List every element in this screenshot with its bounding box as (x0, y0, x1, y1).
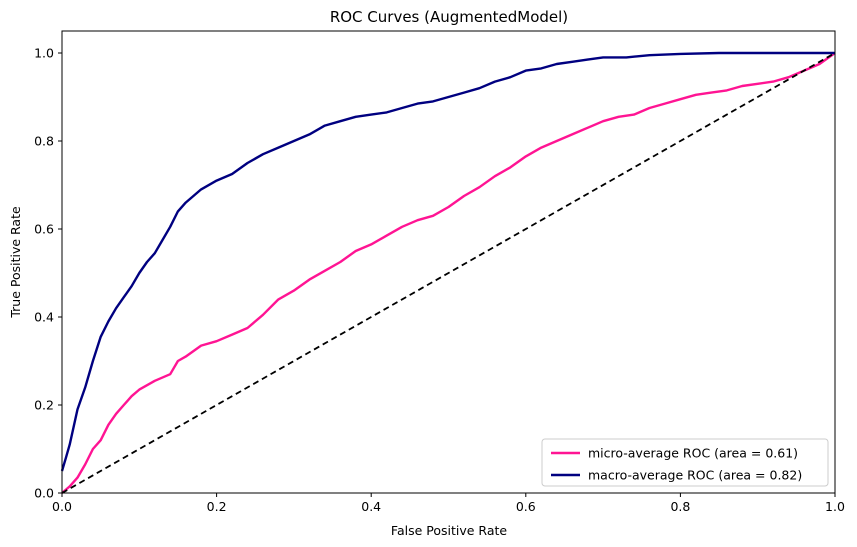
y-tick-label: 0.4 (34, 310, 54, 325)
x-tick-label: 0.2 (207, 499, 227, 514)
x-tick-label: 0.8 (670, 499, 690, 514)
x-axis-label: False Positive Rate (391, 523, 507, 538)
chart-title: ROC Curves (AugmentedModel) (330, 8, 568, 26)
y-tick-label: 0.6 (34, 222, 54, 237)
y-tick-label: 1.0 (34, 46, 54, 61)
legend-label-macro: macro-average ROC (area = 0.82) (588, 468, 802, 483)
x-tick-label: 1.0 (825, 499, 845, 514)
y-axis-ticks: 0.0 0.2 0.4 0.6 0.8 1.0 (34, 46, 62, 501)
x-axis-ticks: 0.0 0.2 0.4 0.6 0.8 1.0 (52, 493, 845, 514)
legend-box (541, 438, 829, 487)
y-axis-label: True Positive Rate (8, 206, 23, 319)
y-tick-label: 0.2 (34, 398, 54, 413)
x-tick-label: 0.4 (361, 499, 381, 514)
series-lines (60, 51, 836, 494)
series-line-micro-average (61, 52, 836, 494)
legend-label-micro: micro-average ROC (area = 0.61) (588, 446, 798, 461)
x-tick-label: 0.6 (516, 499, 536, 514)
y-tick-label: 0.8 (34, 134, 54, 149)
series-line-macro-average (60, 51, 835, 472)
plot-area (60, 30, 836, 494)
x-tick-label: 0.0 (52, 499, 72, 514)
y-tick-label: 0.0 (34, 486, 54, 501)
legend: micro-average ROC (area = 0.61) macro-av… (541, 438, 829, 487)
chance-diagonal-line (61, 52, 836, 494)
plot-frame (61, 30, 836, 494)
